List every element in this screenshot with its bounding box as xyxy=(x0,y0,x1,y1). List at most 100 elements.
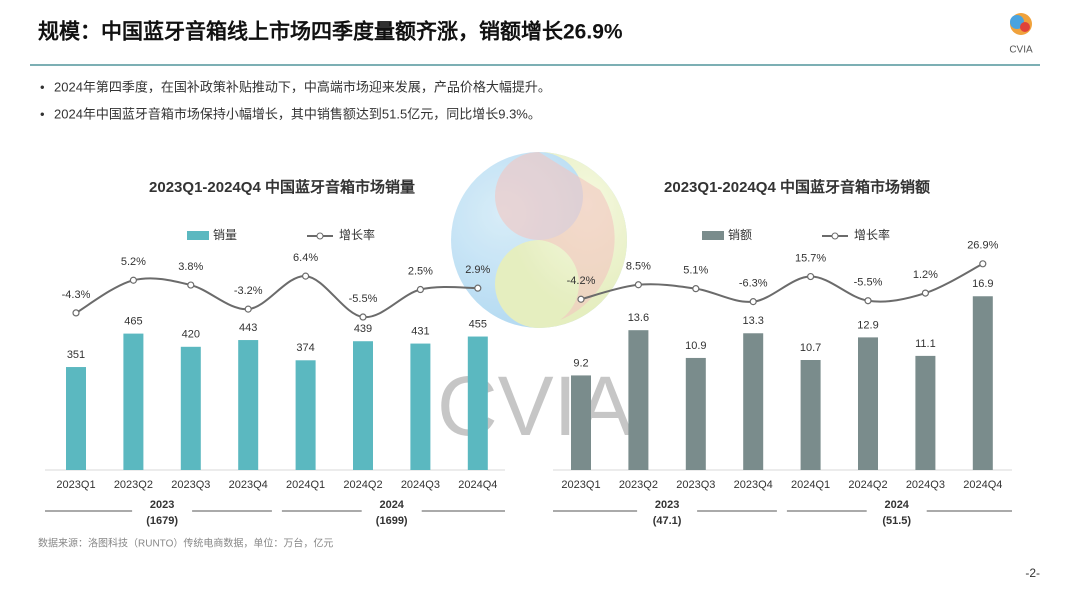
x-tick-label: 2023Q1 xyxy=(561,479,600,491)
growth-marker xyxy=(921,289,930,297)
bar xyxy=(467,336,488,470)
bar-value-label: 11.1 xyxy=(915,338,936,350)
bar xyxy=(743,333,764,470)
growth-marker xyxy=(416,285,424,294)
legend-label: 增长率 xyxy=(854,227,890,242)
growth-marker xyxy=(806,272,815,281)
bar-value-label: 9.2 xyxy=(573,357,588,369)
bar xyxy=(972,296,993,470)
growth-label: -5.5% xyxy=(854,277,883,289)
x-tick-label: 2024Q1 xyxy=(286,479,325,491)
growth-label: 26.9% xyxy=(967,240,998,252)
x-tick-label: 2023Q2 xyxy=(114,479,153,491)
bar-value-label: 439 xyxy=(354,323,372,335)
growth-marker xyxy=(359,313,367,321)
bar-value-label: 455 xyxy=(469,318,487,330)
legend-swatch xyxy=(187,231,209,240)
bar-value-label: 351 xyxy=(67,349,85,361)
bar xyxy=(238,340,259,470)
growth-marker xyxy=(187,281,195,289)
watermark: CVIA xyxy=(437,359,633,453)
bullet-dot: • xyxy=(40,106,45,121)
x-tick-label: 2023Q4 xyxy=(229,479,268,491)
bar xyxy=(800,360,821,470)
x-tick-label: 2023Q3 xyxy=(171,479,210,491)
bar-value-label: 374 xyxy=(296,342,314,354)
growth-label: 8.5% xyxy=(626,261,651,273)
growth-label: -5.5% xyxy=(349,293,378,305)
x-tick-label: 2024Q1 xyxy=(791,479,830,491)
bar-value-label: 465 xyxy=(124,316,142,328)
growth-marker xyxy=(864,297,872,305)
bar-value-label: 10.7 xyxy=(800,342,821,354)
growth-label: 2.5% xyxy=(408,265,433,277)
bar xyxy=(180,346,201,470)
growth-marker xyxy=(72,309,80,317)
bullet: 2024年第四季度，在国补政策补贴推动下，中高端市场迎来发展，产品价格大幅提升。 xyxy=(54,79,551,94)
bullet-dot: • xyxy=(40,79,45,94)
growth-marker xyxy=(129,276,137,284)
group-label: 2024 xyxy=(884,499,909,511)
group-total: (1679) xyxy=(146,515,178,527)
growth-marker xyxy=(979,260,987,268)
growth-label: 5.1% xyxy=(683,265,708,277)
group-total: (47.1) xyxy=(653,515,682,527)
growth-marker xyxy=(749,298,757,306)
logo-text: CVIA xyxy=(1009,45,1033,56)
bar xyxy=(295,360,316,470)
growth-label: 1.2% xyxy=(913,269,938,281)
growth-marker xyxy=(634,281,643,289)
growth-marker xyxy=(692,285,700,293)
growth-label: 6.4% xyxy=(293,252,318,264)
growth-label: 3.8% xyxy=(178,261,203,273)
x-tick-label: 2024Q4 xyxy=(963,479,1002,491)
bar-value-label: 13.6 xyxy=(628,312,649,324)
x-tick-label: 2024Q4 xyxy=(458,479,497,491)
bar xyxy=(685,357,706,470)
bar-value-label: 16.9 xyxy=(972,278,993,290)
growth-label: 15.7% xyxy=(795,252,826,264)
group-total: (51.5) xyxy=(882,515,911,527)
x-tick-label: 2024Q2 xyxy=(343,479,382,491)
bar xyxy=(628,330,649,470)
legend-marker xyxy=(831,232,839,240)
bar xyxy=(410,343,431,470)
x-tick-label: 2024Q3 xyxy=(401,479,440,491)
group-label: 2023 xyxy=(150,499,174,511)
legend-label: 增长率 xyxy=(339,227,375,242)
x-tick-label: 2023Q1 xyxy=(56,479,95,491)
bar-value-label: 13.3 xyxy=(742,315,763,327)
growth-marker xyxy=(577,295,585,303)
growth-label: -6.3% xyxy=(739,278,768,290)
bar-value-label: 431 xyxy=(411,325,429,337)
group-label: 2023 xyxy=(655,499,679,511)
bar xyxy=(571,375,591,470)
bar-value-label: 12.9 xyxy=(857,319,878,331)
legend-label: 销量 xyxy=(213,228,237,242)
bar-value-label: 10.9 xyxy=(685,340,706,352)
page-number: -2- xyxy=(1025,566,1040,580)
growth-label: -4.2% xyxy=(567,275,596,287)
x-tick-label: 2023Q4 xyxy=(734,479,773,491)
bar-value-label: 420 xyxy=(182,329,200,341)
x-tick-label: 2024Q3 xyxy=(906,479,945,491)
slide-title: 规模：中国蓝牙音箱线上市场四季度量额齐涨，销额增长26.9% xyxy=(38,20,623,44)
growth-marker xyxy=(302,272,310,280)
source-note: 数据来源：洛图科技（RUNTO）传统电商数据，单位：万台，亿元 xyxy=(38,537,333,550)
decor-emblem xyxy=(451,152,627,328)
growth-label: 5.2% xyxy=(121,256,146,268)
bar xyxy=(123,333,144,470)
logo: CVIA xyxy=(1009,13,1033,56)
bar xyxy=(66,367,86,470)
growth-label: -4.3% xyxy=(62,289,91,301)
growth-marker xyxy=(474,284,482,292)
bar-value-label: 443 xyxy=(239,322,257,334)
bar xyxy=(353,341,373,470)
bar xyxy=(915,355,936,470)
growth-marker xyxy=(244,305,252,313)
group-total: (1699) xyxy=(376,515,408,527)
legend-label: 销额 xyxy=(728,228,752,242)
bullet: 2024年中国蓝牙音箱市场保持小幅增长，其中销售额达到51.5亿元，同比增长9.… xyxy=(54,106,541,121)
legend-swatch xyxy=(702,231,724,240)
